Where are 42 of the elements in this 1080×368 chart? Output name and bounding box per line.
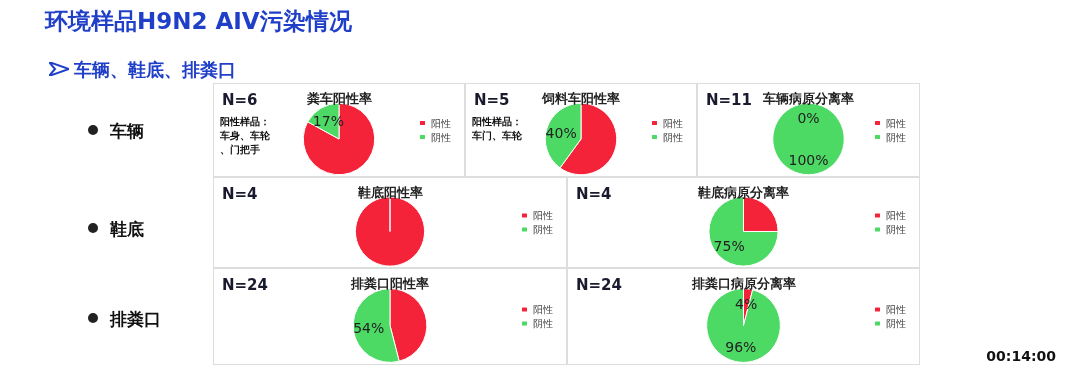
text: 环境样品H9N2 AIV污染情况 — [45, 7, 352, 36]
chart-title: 车辆病原分离率 — [762, 91, 854, 106]
chart-title: 排粪口病原分离率 — [690, 276, 796, 291]
chart-title: 粪车阳性率 — [305, 91, 372, 106]
data-label: 96% — [725, 338, 757, 355]
text: N=24 — [576, 275, 622, 294]
text: N=6 — [222, 90, 258, 109]
text: 阳性样品：车身、车轮、门把手 — [219, 115, 271, 155]
data-label: 40% — [545, 124, 577, 141]
text: N=4 — [222, 184, 258, 203]
legend-label: 阳性 — [533, 304, 553, 315]
text: 车辆 — [110, 120, 144, 143]
legend-label: 阴性 — [533, 224, 553, 235]
text: 车辆、鞋底、排粪口 — [74, 58, 236, 82]
legend-label: 阳性 — [886, 304, 906, 315]
text: 0% — [797, 110, 820, 127]
text: 00:14:00 — [986, 348, 1056, 364]
chart-title: 鞋底病原分离率 — [697, 185, 789, 200]
chart-title: 饲料车阳性率 — [541, 91, 620, 106]
legend-label: 阳性 — [431, 117, 451, 129]
legend-label: 阴性 — [886, 131, 906, 143]
legend-label: 阴性 — [886, 318, 906, 329]
chart-title: 排粪口阳性率 — [350, 276, 429, 291]
chart-title: 鞋底阳性率 — [356, 185, 423, 200]
legend-label: 阴性 — [886, 224, 906, 235]
text: 鞋底 — [110, 218, 144, 241]
text: 排粪口 — [110, 308, 161, 331]
legend-label: 阳性 — [886, 117, 906, 129]
legend-label: 阴性 — [431, 131, 451, 143]
text: N=4 — [576, 184, 612, 203]
text: 阳性样品：车门、车轮 — [471, 115, 523, 141]
text: N=11 — [706, 90, 752, 109]
text: N=5 — [474, 90, 510, 109]
legend-label: 阳性 — [663, 117, 683, 129]
legend-label: 阳性 — [886, 210, 906, 221]
data-label: 100% — [788, 151, 829, 168]
text: N=24 — [222, 275, 268, 294]
data-label: 75% — [713, 237, 745, 254]
data-label: 54% — [353, 320, 385, 337]
legend-label: 阴性 — [663, 131, 683, 143]
legend-label: 阳性 — [533, 210, 553, 221]
legend-label: 阴性 — [533, 318, 553, 329]
